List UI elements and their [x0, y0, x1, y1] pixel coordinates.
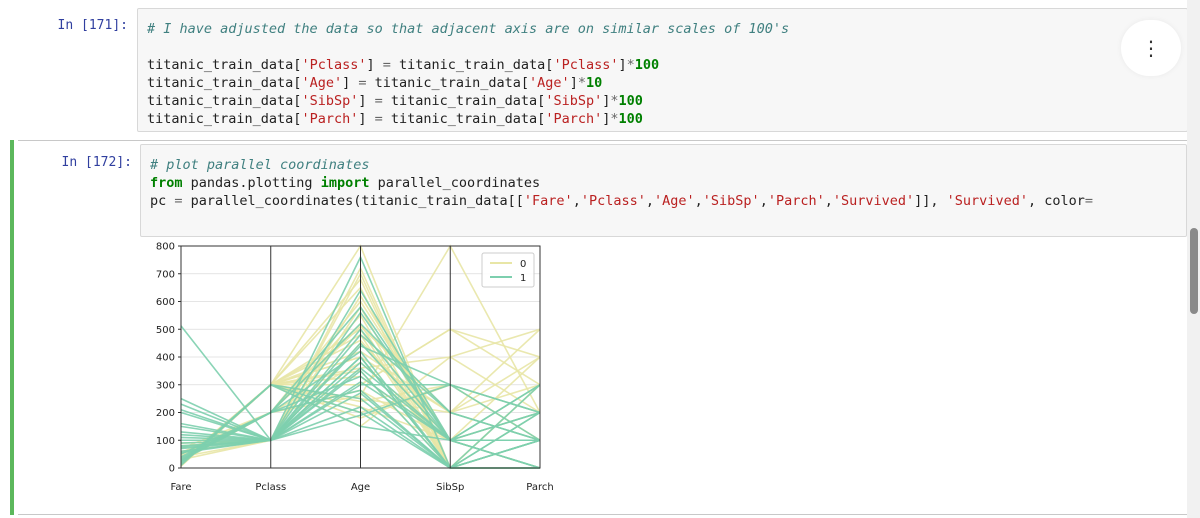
code-token: , color: [1027, 193, 1085, 209]
code-token: 100: [618, 93, 643, 109]
code-line: # I have adjusted the data so that adjac…: [147, 20, 789, 38]
code-token: import: [320, 175, 370, 191]
code-token: 100: [618, 111, 643, 127]
y-tick-label: 400: [156, 353, 175, 364]
code-token: 'SibSp': [301, 93, 359, 109]
code-token: 'Age': [301, 75, 343, 91]
code-token: 'Survived': [832, 193, 915, 209]
code-token: ]: [618, 57, 627, 73]
code-token: 100: [634, 57, 660, 73]
legend-label-0: 0: [520, 259, 526, 270]
code-token: *: [610, 93, 619, 109]
code-token: ]],: [914, 193, 947, 209]
code-token: titanic_train_data[: [382, 111, 546, 127]
code-token: 'Pclass': [580, 193, 646, 209]
y-tick-label: 600: [156, 297, 175, 308]
code-token: titanic_train_data[: [366, 75, 530, 91]
code-editor[interactable]: # I have adjusted the data so that adjac…: [137, 8, 1188, 132]
axis-label-fare: Fare: [170, 482, 191, 493]
code-token: 'Fare': [523, 193, 573, 209]
code-token: titanic_train_data[: [147, 75, 302, 91]
y-tick-label: 100: [156, 436, 175, 447]
vertical-scrollbar[interactable]: [1187, 0, 1200, 518]
code-token: titanic_train_data[: [147, 93, 302, 109]
code-token: titanic_train_data[: [382, 93, 546, 109]
code-token: 'Age': [529, 75, 570, 91]
code-token: 'Parch': [767, 193, 825, 209]
y-tick-label: 700: [156, 269, 175, 280]
code-token: 'SibSp': [702, 193, 760, 209]
code-token: parallel_coordinates: [369, 175, 541, 191]
legend: [481, 252, 535, 288]
y-tick-label: 500: [156, 325, 175, 336]
code-token: ,: [645, 193, 654, 209]
code-token: pandas.plotting: [182, 175, 321, 191]
code-token: 'Survived': [946, 193, 1028, 209]
code-token: =: [382, 57, 391, 73]
axis-label-parch: Parch: [526, 482, 553, 493]
code-token: 'Parch': [301, 111, 359, 127]
code-token: ,: [572, 193, 581, 209]
code-token: ,: [694, 193, 703, 209]
code-cell-171[interactable]: In [171]: # I have adjusted the data so …: [0, 0, 1188, 132]
code-token: # plot parallel coordinates: [150, 157, 370, 173]
code-line: titanic_train_data['Pclass'] = titanic_t…: [147, 56, 659, 74]
axis-label-sibsp: SibSp: [436, 482, 464, 493]
code-token: pc: [150, 193, 175, 209]
parallel-coordinates-chart: Fare Pclass Age SibSp Parch 0 100 200 300 400 500 6…: [156, 242, 554, 494]
code-token: *: [626, 57, 635, 73]
y-tick-label: 300: [156, 380, 175, 391]
code-line: titanic_train_data['Age'] = titanic_trai…: [147, 74, 602, 92]
code-token: 'Pclass': [301, 57, 367, 73]
cell-menu-button[interactable]: ⋮: [1121, 20, 1181, 76]
axis-label-age: Age: [351, 482, 370, 493]
y-tick-label: 200: [156, 408, 175, 419]
code-token: ]: [342, 75, 359, 91]
code-token: =: [374, 93, 383, 109]
code-token: 'Pclass': [553, 57, 619, 73]
code-token: titanic_train_data[: [390, 57, 554, 73]
code-token: from: [150, 175, 183, 191]
code-token: ,: [759, 193, 768, 209]
code-line: pc = parallel_coordinates(titanic_train_…: [150, 192, 1093, 210]
code-token: =: [174, 193, 183, 209]
code-token: 'SibSp': [545, 93, 603, 109]
cell-prompt: In [172]:: [61, 155, 132, 170]
code-line: titanic_train_data['Parch'] = titanic_tr…: [147, 110, 643, 128]
code-token: ,: [824, 193, 833, 209]
code-token: =: [374, 111, 383, 127]
code-token: ]: [602, 111, 611, 127]
code-token: ]: [602, 93, 611, 109]
code-token: 'Parch': [545, 111, 603, 127]
code-token: # I have adjusted the data so that adjac…: [147, 21, 790, 37]
legend-label-1: 1: [520, 273, 526, 284]
y-tick-label: 800: [156, 242, 175, 253]
code-token: titanic_train_data[: [147, 57, 302, 73]
code-line: from pandas.plotting import parallel_coo…: [150, 174, 540, 192]
code-token: parallel_coordinates(titanic_train_data[…: [182, 193, 524, 209]
code-token: =: [1084, 193, 1093, 209]
code-token: ]: [358, 111, 375, 127]
code-token: *: [577, 75, 586, 91]
code-token: 'Age': [654, 193, 695, 209]
code-token: titanic_train_data[: [147, 111, 302, 127]
code-token: ]: [366, 57, 383, 73]
y-tick-label: 0: [169, 464, 175, 475]
cell-prompt: In [171]:: [57, 18, 128, 33]
code-token: *: [610, 111, 619, 127]
code-token: 10: [585, 75, 603, 91]
scrollbar-thumb[interactable]: [1190, 228, 1198, 314]
code-token: =: [358, 75, 367, 91]
code-token: ]: [358, 93, 375, 109]
more-vertical-icon: ⋮: [1141, 36, 1161, 60]
axis-label-pclass: Pclass: [255, 482, 286, 493]
code-line: # plot parallel coordinates: [150, 156, 369, 174]
code-line: titanic_train_data['SibSp'] = titanic_tr…: [147, 92, 643, 110]
code-cell-172[interactable]: In [172]: # plot parallel coordinates fro…: [10, 140, 1190, 515]
code-token: ]: [569, 75, 578, 91]
code-editor[interactable]: # plot parallel coordinates from pandas.p…: [140, 144, 1187, 237]
